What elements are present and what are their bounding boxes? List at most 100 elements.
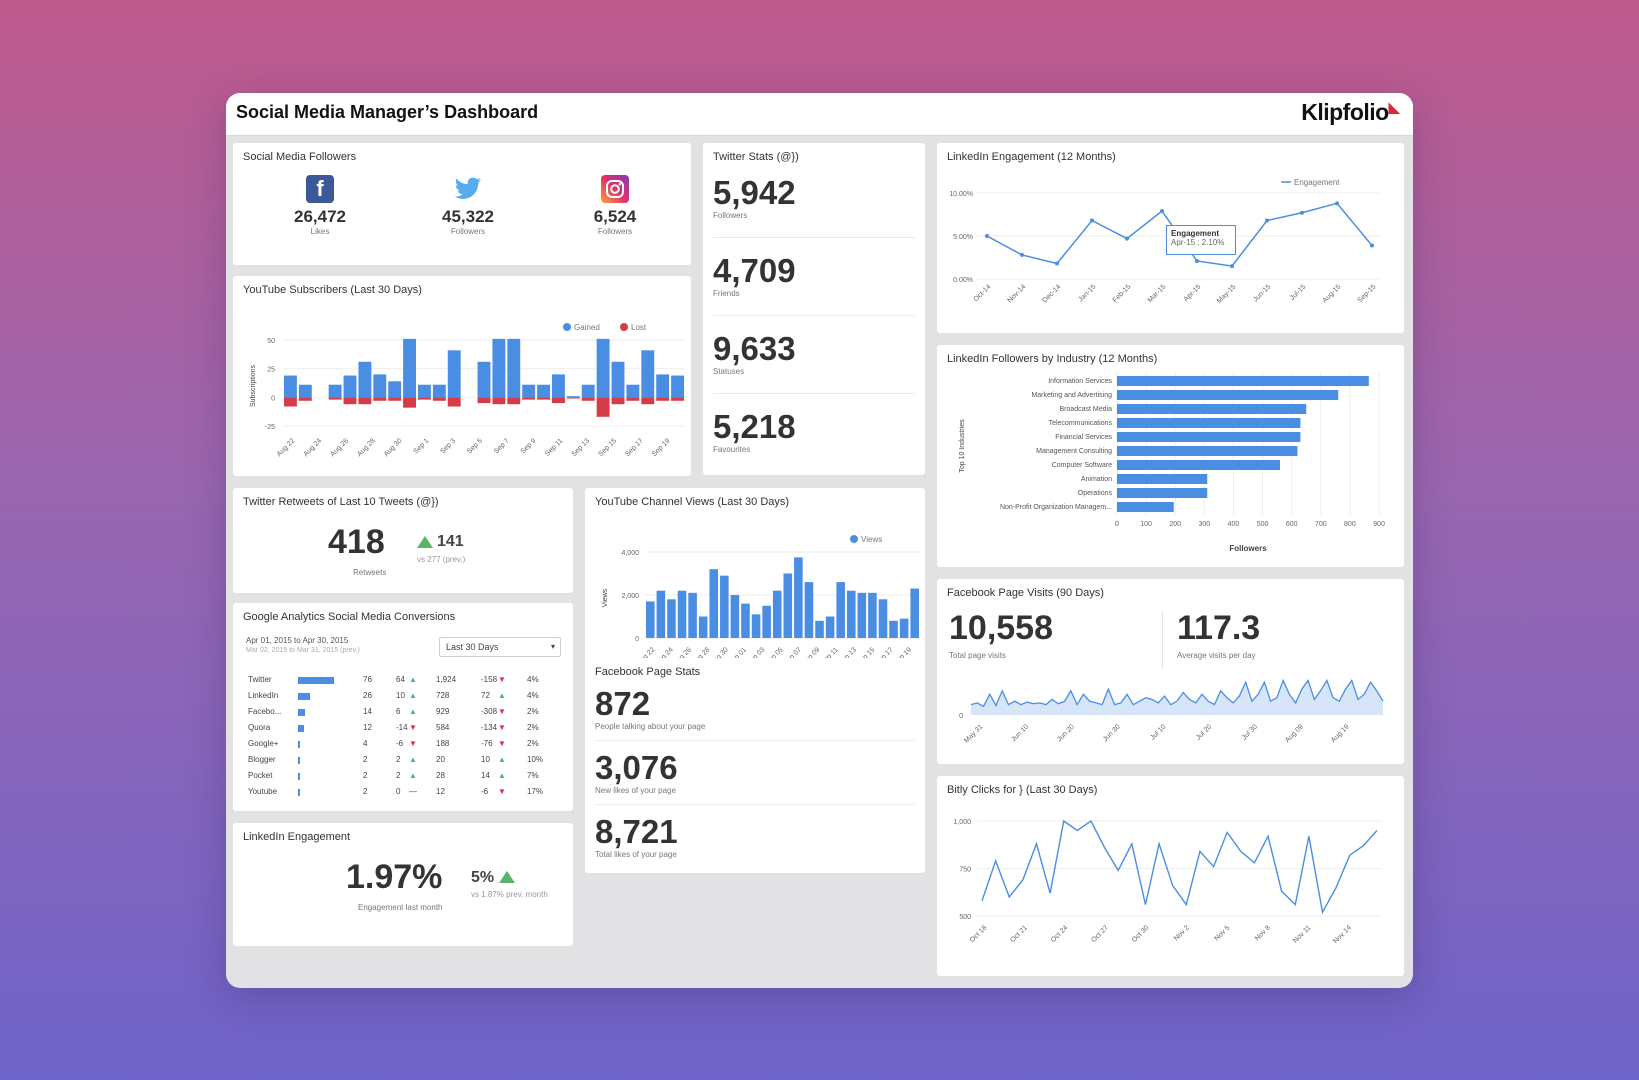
x-tick-label: Sep 19 — [651, 437, 672, 458]
bitly-clicks-chart[interactable]: 1,000 750 500 Oct 18 Oct 21 Oct 24 Oct 27 Oct 3… — [937, 776, 1404, 976]
gained-bar — [343, 375, 357, 398]
table-row[interactable]: Google+ 4 -6 ▼ 188 -76 ▼ 2% — [233, 739, 563, 755]
conversions-bar — [298, 789, 300, 796]
gained-bar — [581, 384, 595, 398]
conversions-value: 4 — [363, 739, 368, 748]
dashboard-window: Social Media Manager’s Dashboard Klipfol… — [226, 93, 1413, 988]
visits-value: 12 — [436, 787, 445, 796]
lost-bar — [537, 397, 550, 400]
brand-logo[interactable]: Klipfolio◣ — [1301, 99, 1399, 126]
views-bar — [709, 569, 719, 638]
views-bar — [688, 592, 697, 638]
table-row[interactable]: LinkedIn 26 10 ▲ 728 72 ▲ 4% — [233, 691, 563, 707]
lost-bar — [403, 397, 416, 408]
x-tick-label: Sep 1 — [413, 437, 431, 455]
linkedin-engagement-chart[interactable]: 0.00% 5.00% 10.00% Oct-14 Nov-14 Dec-14 Jan-15… — [937, 143, 1404, 333]
x-tick-label: Aug 22 — [276, 437, 297, 458]
y-tick-label: 1,000 — [953, 819, 971, 826]
visits-value: 929 — [436, 707, 450, 716]
panel-title: Twitter Retweets of Last 10 Tweets (@}) — [243, 496, 439, 508]
conversions-delta: -14 — [396, 723, 408, 732]
conversion-rate: 7% — [527, 771, 539, 780]
views-bar — [899, 618, 909, 638]
youtube-subscribers-chart[interactable]: 50 25 0 -25 Subscriptions Aug 22 Aug 24 Aug 26 A… — [233, 276, 691, 476]
y-tick-label: 0 — [635, 636, 639, 643]
table-row[interactable]: Pocket 2 2 ▲ 28 14 ▲ 7% — [233, 771, 563, 787]
views-bar — [730, 595, 740, 638]
x-tick-label: Sep-15 — [1356, 283, 1377, 304]
x-tick-label: Jul 20 — [1195, 723, 1213, 741]
lost-bar — [641, 397, 655, 405]
data-point — [985, 234, 989, 238]
divider — [595, 740, 915, 741]
conversion-rate: 2% — [527, 723, 539, 732]
visits-delta: -158 — [481, 675, 498, 684]
data-point — [1230, 264, 1234, 269]
x-tick-label: Mar-15 — [1147, 283, 1168, 304]
social-followers-panel: Social Media Followers f 26,472 Likes 45… — [233, 143, 691, 265]
x-tick-label: 400 — [1228, 521, 1240, 528]
source-name: LinkedIn — [248, 691, 279, 700]
x-tick-label: Sep 7 — [493, 437, 511, 455]
retweets-delta: 141 — [437, 533, 464, 550]
legend-label: Views — [861, 535, 882, 544]
facebook-new-likes-stat: 3,076 New likes of your page — [595, 750, 795, 796]
x-tick-label: Sep 9 — [520, 437, 538, 455]
data-point — [1090, 218, 1094, 223]
instagram-icon — [601, 175, 629, 203]
retweets-up-icon — [417, 536, 433, 548]
table-row[interactable]: Youtube 2 0 — 12 -6 ▼ 17% — [233, 787, 563, 803]
views-bar — [751, 614, 761, 638]
ga-conversions-table: Twitter 76 64 ▲ 1,924 -158 ▼ 4% LinkedIn 26 10 ▲ 728… — [233, 675, 573, 807]
visits-arrow-icon: ▲ — [498, 691, 506, 700]
stat-value: 5,218 — [713, 408, 796, 445]
x-tick-label: 100 — [1140, 521, 1152, 528]
x-tick-label: Nov 11 — [1292, 924, 1312, 944]
facebook-total-visits-label: Total page visits — [949, 651, 1006, 660]
date-range-select[interactable]: Last 30 Days ▾ — [439, 637, 561, 657]
y-tick-label: 750 — [959, 867, 971, 874]
visits-value: 28 — [436, 771, 445, 780]
category-label: Marketing and Advertising — [1031, 392, 1112, 399]
twitter-followers: 45,322 Followers — [413, 175, 523, 236]
lost-bar — [388, 397, 402, 401]
table-row[interactable]: Blogger 2 2 ▲ 20 10 ▲ 10% — [233, 755, 563, 771]
x-tick-label: Jan-15 — [1077, 283, 1097, 303]
lost-bar — [626, 397, 640, 401]
table-row[interactable]: Facebo... 14 6 ▲ 929 -308 ▼ 2% — [233, 707, 563, 723]
gained-bar — [596, 338, 610, 398]
gained-bar — [298, 384, 312, 398]
views-bar — [783, 573, 793, 638]
conversions-delta: 10 — [396, 691, 405, 700]
gained-bar — [611, 361, 625, 398]
category-label: Telecommunications — [1049, 420, 1113, 427]
facebook-likes-label: Likes — [310, 227, 330, 236]
legend-swatch — [563, 323, 571, 331]
lost-bar — [432, 397, 446, 401]
legend-swatch — [620, 323, 628, 331]
chart-tooltip: Engagement Apr-15 : 2.10% — [1166, 225, 1236, 255]
table-row[interactable]: Twitter 76 64 ▲ 1,924 -158 ▼ 4% — [233, 675, 563, 691]
x-tick-label: 0 — [1115, 521, 1119, 528]
x-tick-label: May 31 — [963, 723, 984, 744]
industry-bar — [1117, 390, 1339, 400]
category-label: Broadcast Media — [1059, 406, 1112, 413]
x-tick-label: Nov 14 — [1332, 924, 1353, 945]
y-tick-label: 50 — [267, 338, 275, 345]
linkedin-engagement-delta: 5% — [471, 869, 495, 886]
data-point — [1195, 258, 1199, 263]
x-tick-label: Oct-14 — [973, 283, 993, 303]
conversions-delta: -6 — [396, 739, 404, 748]
conversions-bar — [298, 757, 300, 764]
facebook-average-visits-label: Average visits per day — [1177, 651, 1256, 660]
linkedin-engagement-delta-note: vs 1.87% prev. month — [471, 890, 548, 899]
instagram-followers-label: Followers — [597, 227, 633, 236]
table-row[interactable]: Quora 12 -14 ▼ 584 -134 ▼ 2% — [233, 723, 563, 739]
linkedin-industry-chart[interactable]: 0 100 200 300 400 500 600 700 800 900 Information … — [937, 345, 1404, 567]
divider — [713, 393, 915, 394]
dashboard-header: Social Media Manager’s Dashboard Klipfol… — [226, 93, 1413, 136]
views-bar — [846, 590, 856, 638]
stat-value: 8,721 — [595, 813, 678, 850]
